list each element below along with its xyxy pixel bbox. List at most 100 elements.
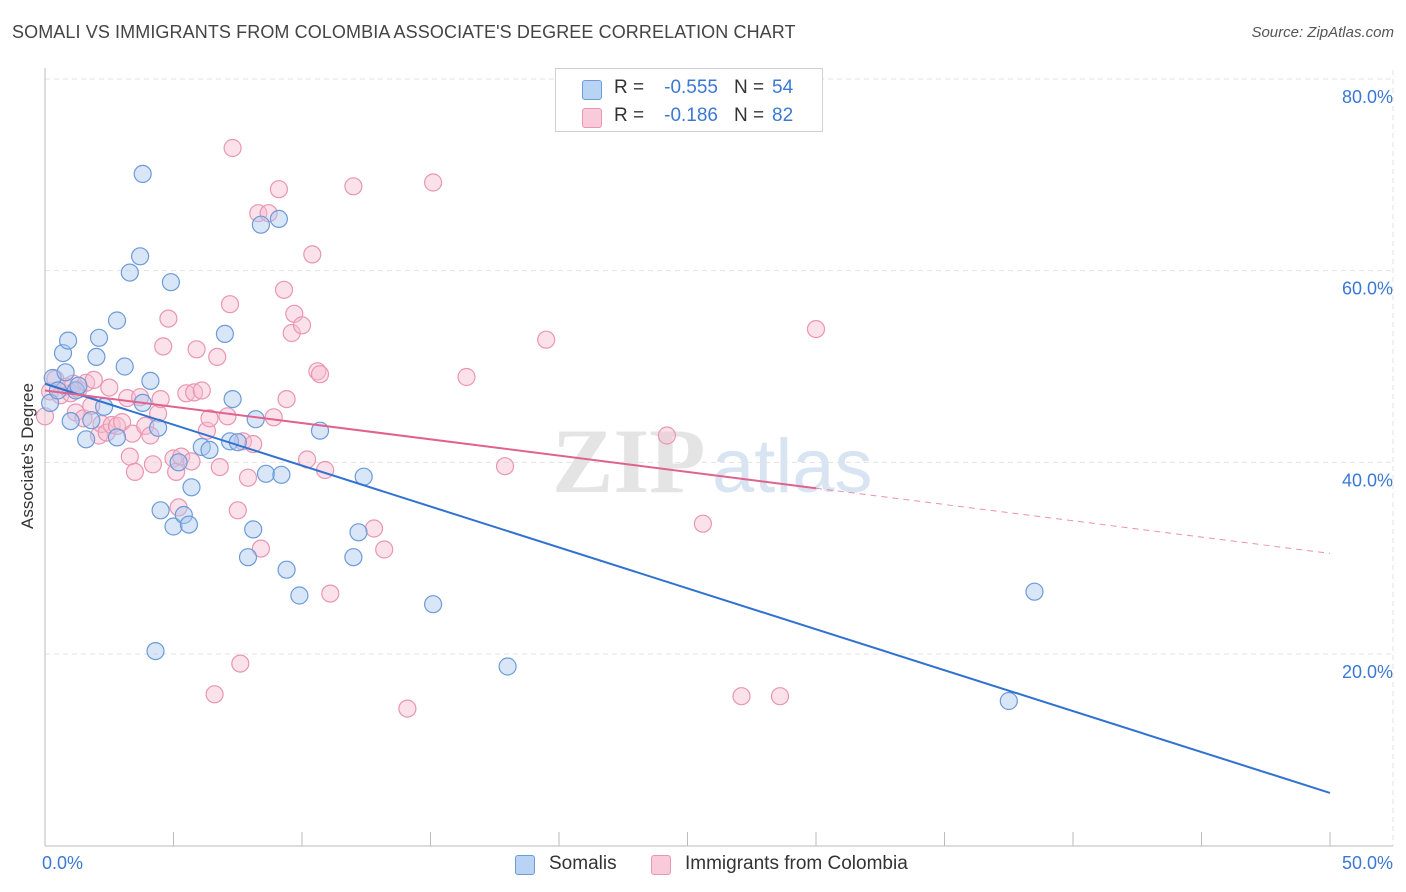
somali-point (107, 428, 127, 447)
somali-point (174, 505, 193, 525)
somali-point (251, 215, 270, 234)
somali-point (244, 520, 263, 539)
somali-point (89, 328, 109, 347)
somali-point (999, 691, 1018, 711)
axes (44, 68, 1393, 847)
somali-point (82, 411, 101, 430)
watermark-zip: ZIP (552, 410, 705, 512)
somali-point (56, 363, 75, 382)
colombia-point (310, 365, 330, 384)
y-axis-label: Associate's Degree (18, 383, 37, 529)
colombia-point (457, 367, 476, 387)
colombia-point (125, 462, 144, 481)
somali-point (141, 371, 160, 390)
trend-line-colombia (44, 389, 817, 490)
colombia-point (205, 685, 224, 704)
somali-point (182, 478, 201, 497)
colombia-point (806, 320, 826, 339)
colombia-point (364, 519, 384, 538)
legend-n-label: N = (734, 77, 765, 98)
colombia-point (282, 323, 301, 343)
source-label: Source: ZipAtlas.com (1251, 24, 1394, 41)
somali-point (107, 311, 127, 330)
somali-point (223, 390, 242, 409)
colombia-point (693, 514, 713, 533)
colombia-point (770, 687, 790, 706)
somali-point (424, 595, 443, 614)
bottom-legend-swatch-blue (515, 855, 535, 875)
colombia-point (210, 458, 229, 477)
colombia-point (495, 457, 515, 476)
somali-point (272, 465, 291, 484)
bottom-legend-label: Somalis (549, 853, 617, 874)
tick-labels: 20.0% 40.0% 60.0% 80.0% 0.0% 50.0% (42, 87, 1393, 873)
colombia-point (303, 245, 322, 264)
colombia-point (143, 455, 162, 474)
legend-r-value: -0.555 (664, 77, 718, 98)
legend-swatch-pink (582, 108, 602, 128)
somali-point (161, 273, 180, 292)
colombia-point (375, 540, 394, 559)
somali-point (179, 515, 198, 534)
somali-point (277, 560, 296, 579)
colombia-point (200, 409, 219, 428)
somali-point (238, 548, 258, 567)
y-tick-label: 60.0% (1342, 279, 1393, 299)
colombia-point (218, 407, 237, 426)
colombia-point (159, 309, 178, 328)
somali-point (58, 331, 78, 350)
colombia-point (292, 316, 312, 335)
colombia-point (220, 295, 240, 314)
colombia-point (231, 654, 250, 673)
colombia-point (424, 173, 443, 192)
colombia-point (657, 426, 677, 445)
colombia-point (84, 370, 103, 389)
colombia-point (177, 384, 196, 403)
legend-row-somalis: R = -0.555 N = 54 (556, 73, 822, 103)
y-tick-label: 40.0% (1342, 470, 1393, 490)
somali-point (115, 357, 134, 376)
y-tick-label: 80.0% (1342, 87, 1393, 107)
trend-lines (44, 382, 1331, 794)
colombia-point (182, 452, 201, 471)
somali-point (290, 586, 309, 605)
somali-point (200, 440, 219, 459)
somali-point (246, 410, 265, 429)
colombia-point (141, 426, 160, 445)
somali-point (61, 412, 80, 431)
colombia-point (269, 180, 288, 199)
legend-row-colombia: R = -0.186 N = 82 (556, 101, 822, 131)
chart-title: SOMALI VS IMMIGRANTS FROM COLOMBIA ASSOC… (12, 22, 796, 42)
colombia-point (277, 390, 296, 409)
somali-point (169, 453, 188, 472)
colombia-point (228, 501, 247, 520)
somali-point (269, 209, 288, 228)
watermark-atlas: atlas (712, 424, 873, 509)
colombia-point (249, 204, 268, 223)
colombia-point (151, 390, 170, 409)
somali-point (76, 430, 96, 449)
y-tick-label: 20.0% (1342, 662, 1393, 682)
somali-point (133, 164, 152, 183)
gridlines (45, 70, 1394, 846)
legend-n-value: 54 (772, 77, 794, 98)
legend-r-label: R = (614, 77, 645, 98)
colombia-point (316, 460, 335, 480)
colombia-point (398, 699, 417, 718)
trend-line-somalis (44, 382, 1331, 794)
somali-point (349, 523, 368, 542)
somali-point (1025, 582, 1044, 601)
colombia-point (35, 407, 55, 426)
colombia-point (308, 362, 327, 381)
colombia-point (187, 340, 206, 359)
somali-point (228, 433, 247, 452)
legend-n-label: N = (734, 105, 765, 126)
somali-point (344, 548, 363, 567)
colombia-point (208, 347, 227, 366)
colombia-point (344, 177, 363, 196)
colombia-point (238, 468, 258, 487)
colombia-point (154, 337, 173, 356)
somali-point (146, 641, 165, 661)
x-tick-label-start: 0.0% (42, 853, 83, 873)
colombia-point (274, 280, 294, 299)
